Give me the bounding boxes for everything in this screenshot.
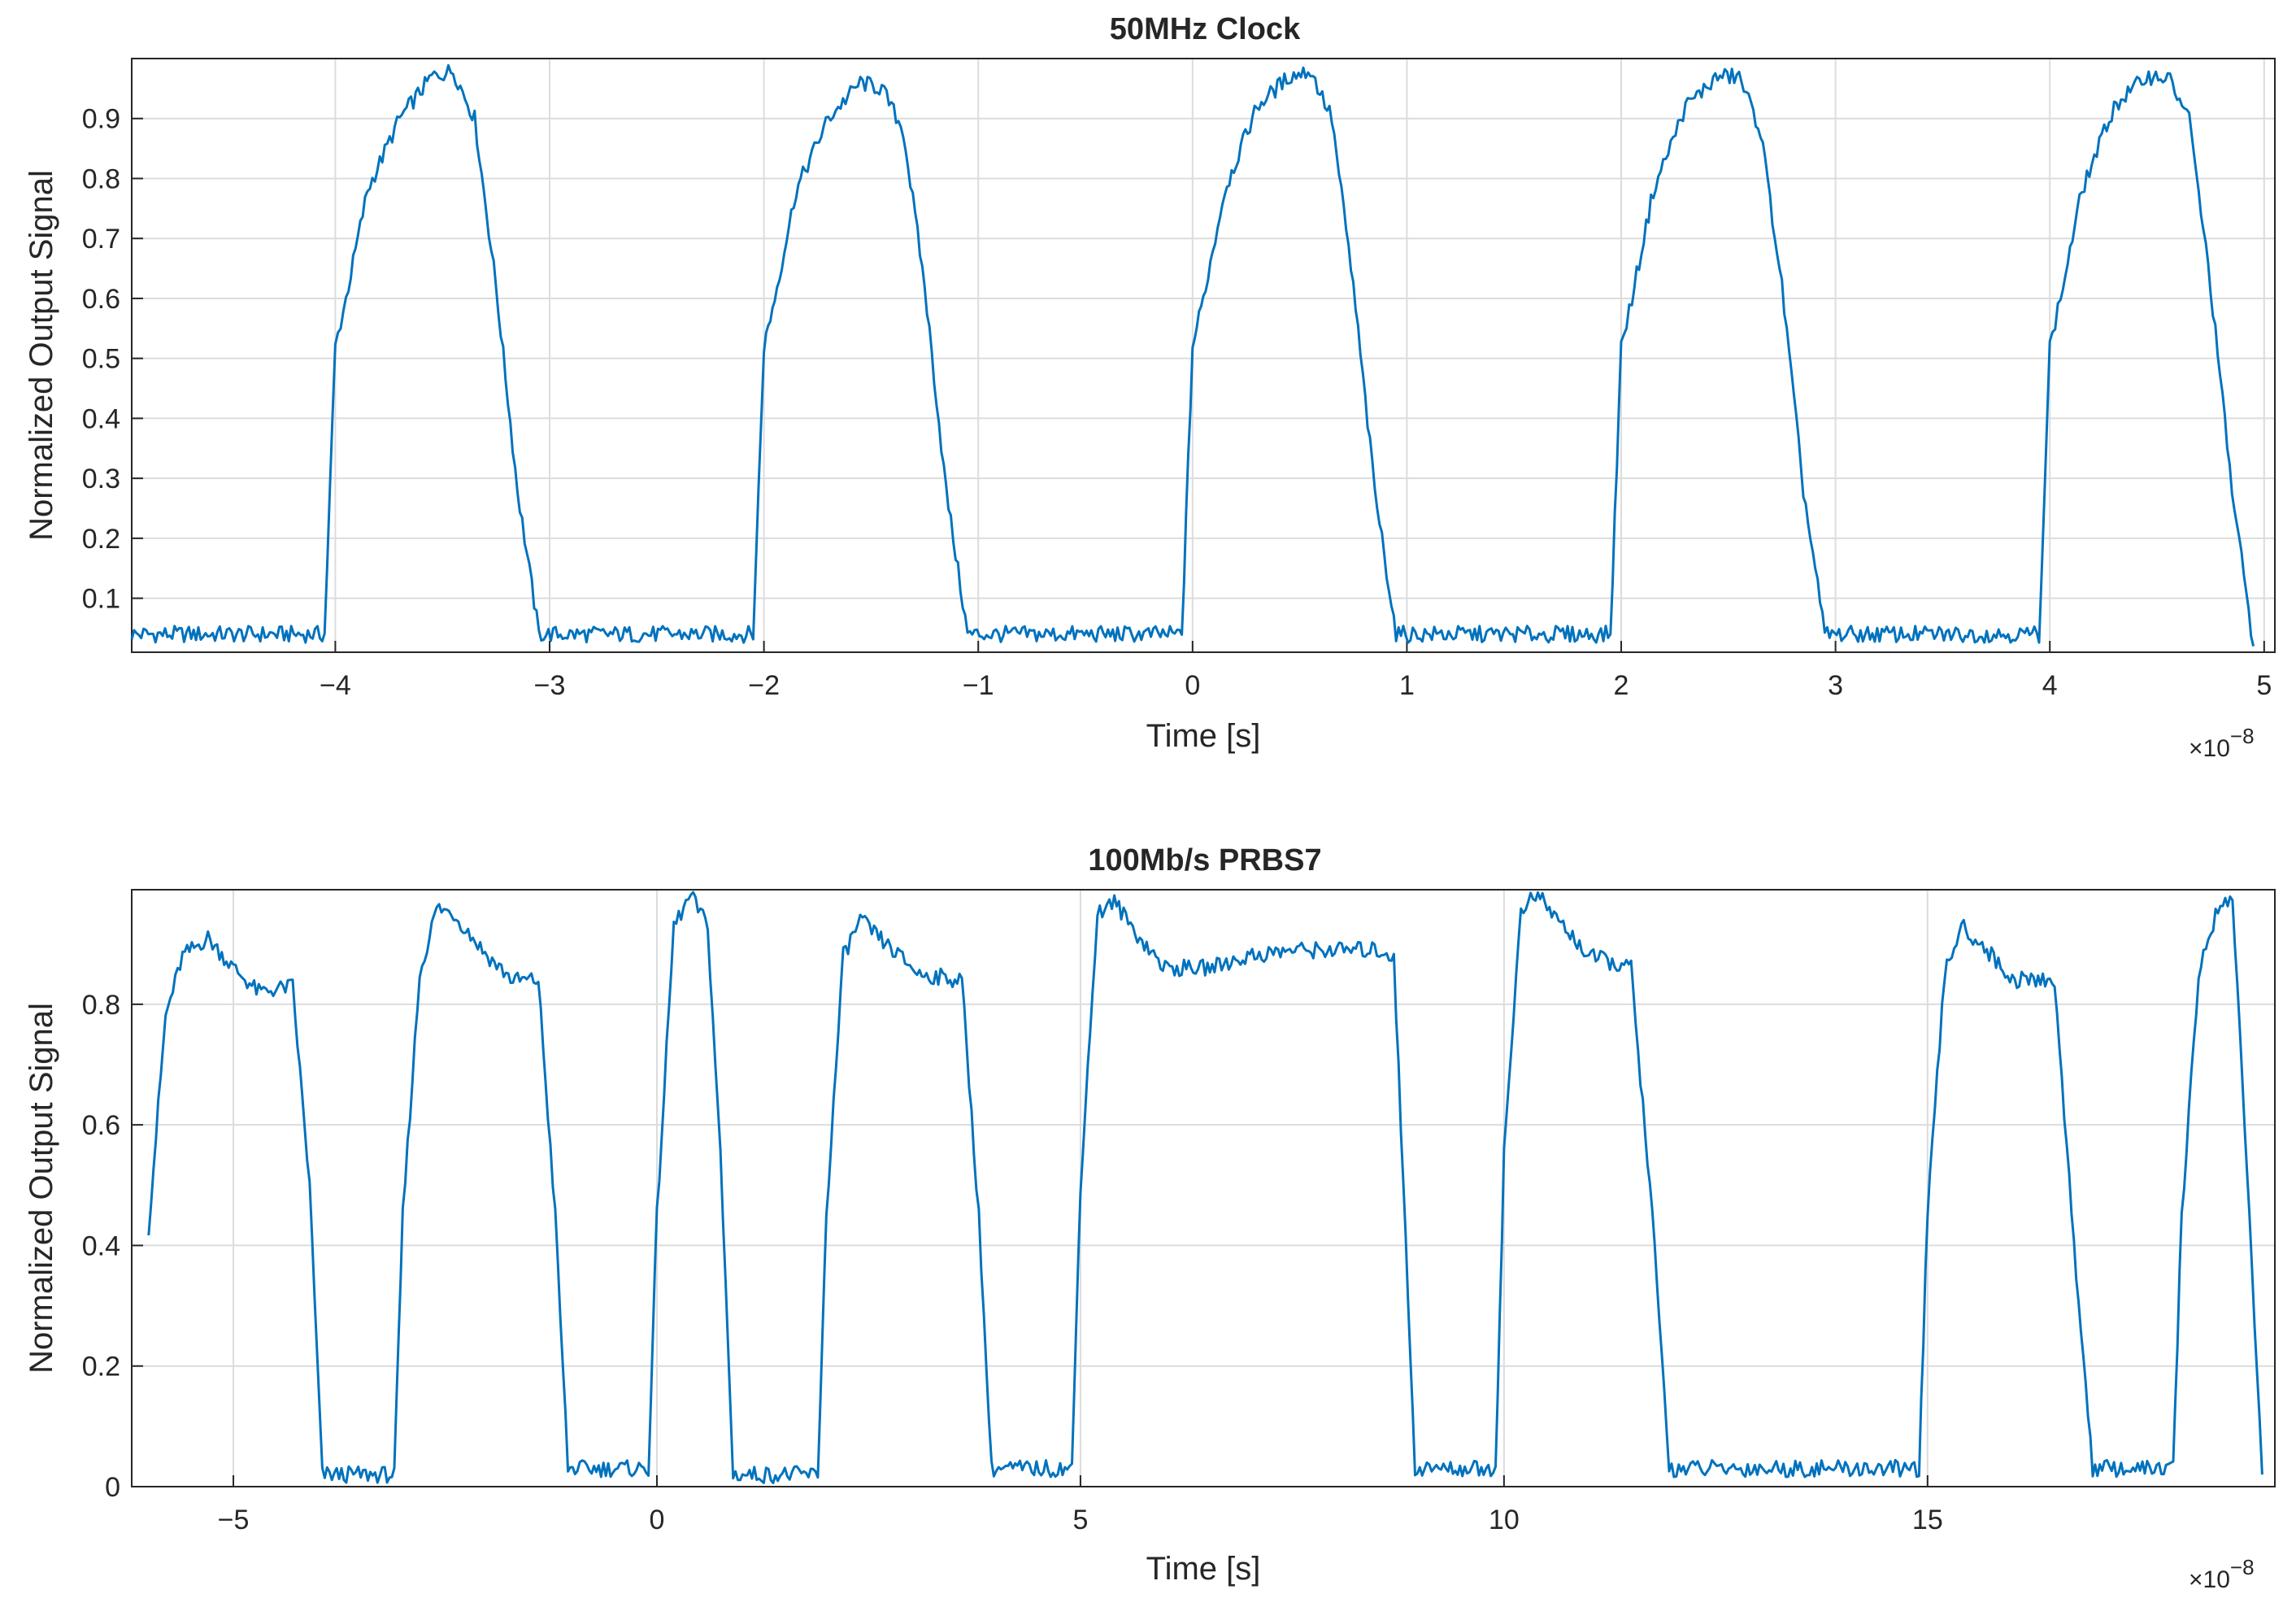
- y-axis-ticks: 0 0.2 0.4 0.6 0.8: [82, 990, 143, 1503]
- multiplier-base: ×10: [2189, 1566, 2230, 1593]
- chart-panel-top: 50MHz Clock −4 −3 −2 −1 0 1 2 3 4 5 0.10.20.30.40…: [24, 12, 2276, 762]
- multiplier-exponent: −8: [2230, 1555, 2255, 1579]
- y-tick-label: 0.6: [82, 284, 120, 315]
- chart-title: 100Mb/s PRBS7: [1088, 843, 1321, 878]
- x-tick-label: 5: [1072, 1505, 1088, 1535]
- multiplier-exponent: −8: [2230, 724, 2255, 748]
- x-tick-label: 1: [1399, 670, 1415, 701]
- y-tick-label: 0.5: [82, 344, 120, 375]
- x-tick-label: 0: [650, 1505, 665, 1535]
- x-tick-label: 2: [1614, 670, 1629, 701]
- y-tick-label: 0.8: [82, 163, 120, 194]
- plot-area: [131, 889, 2276, 1487]
- y-tick-label: 0.2: [82, 524, 120, 555]
- x-tick-label: −2: [748, 670, 780, 701]
- y-tick-label: 0.4: [82, 1230, 120, 1261]
- plot-area: [131, 58, 2276, 653]
- y-tick-label: 0.4: [82, 403, 120, 434]
- x-axis-multiplier: ×10−8: [2189, 1555, 2255, 1593]
- x-axis-ticks: −5 0 5 10 15: [218, 1475, 1943, 1535]
- chart-panel-bottom: 100Mb/s PRBS7 −5 0 5 10 15 0 0.2 0.4 0.6 0.8 Tim…: [24, 843, 2276, 1593]
- y-axis-label: Normalized Output Signal: [24, 170, 59, 541]
- series-line: [147, 891, 2263, 1484]
- gridlines: [132, 59, 2275, 652]
- y-tick-label: 0.9: [82, 104, 120, 135]
- gridlines: [132, 890, 2275, 1487]
- x-axis-ticks: −4 −3 −2 −1 0 1 2 3 4 5: [320, 641, 2272, 701]
- x-tick-label: −4: [320, 670, 351, 701]
- y-tick-label: 0.8: [82, 990, 120, 1021]
- y-tick-label: 0.7: [82, 224, 120, 255]
- x-axis-label: Time [s]: [1146, 1551, 1261, 1587]
- y-tick-label: 0.1: [82, 584, 120, 615]
- y-tick-label: 0.3: [82, 464, 120, 494]
- x-tick-label: 15: [1912, 1505, 1943, 1535]
- x-tick-label: 10: [1489, 1505, 1520, 1535]
- multiplier-base: ×10: [2189, 735, 2230, 762]
- y-tick-label: 0.2: [82, 1352, 120, 1383]
- x-tick-label: −5: [218, 1505, 250, 1535]
- x-tick-label: 5: [2256, 670, 2272, 701]
- series-line: [130, 63, 2255, 647]
- x-axis-multiplier: ×10−8: [2189, 724, 2255, 762]
- x-tick-label: 0: [1185, 670, 1200, 701]
- x-tick-label: 3: [1828, 670, 1843, 701]
- y-axis-ticks: 0.1 0.2 0.3 0.4 0.5 0.6 0.7 0.8 0.9: [82, 104, 143, 615]
- y-tick-label: 0.6: [82, 1110, 120, 1141]
- chart-title: 50MHz Clock: [1110, 12, 1301, 46]
- x-axis-label: Time [s]: [1146, 718, 1261, 754]
- x-tick-label: −1: [963, 670, 994, 701]
- x-tick-label: −3: [534, 670, 566, 701]
- y-tick-label: 0: [105, 1472, 120, 1503]
- x-tick-label: 4: [2042, 670, 2058, 701]
- y-axis-label: Normalized Output Signal: [24, 1003, 59, 1374]
